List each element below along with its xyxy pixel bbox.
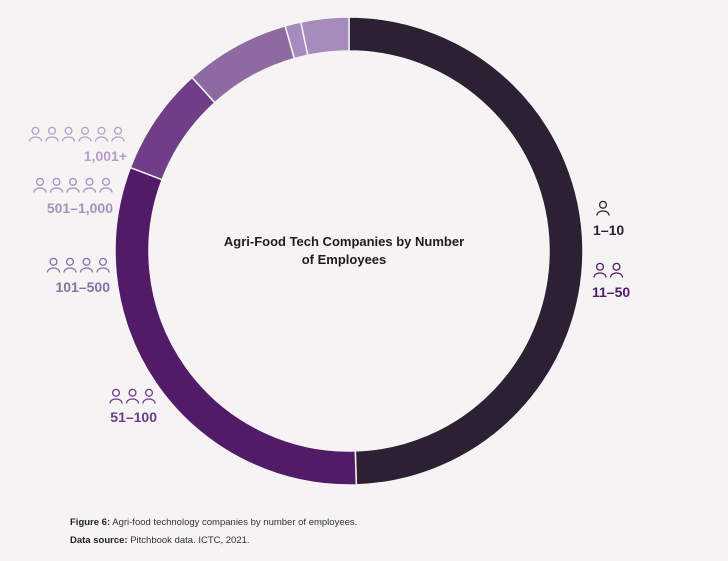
figure-text: Agri-food technology companies by number… <box>112 517 358 528</box>
segment-label-501-1-000: 501–1,000 <box>33 177 113 216</box>
segment-label-text: 101–500 <box>55 279 110 295</box>
people-icon <box>28 126 125 142</box>
people-icon <box>596 200 610 216</box>
segment-labels: 1–10 11–50 51–100 101–500 501–1,000 1,001+ <box>28 126 630 425</box>
segment-label-101-500: 101–500 <box>46 257 110 295</box>
chart-title: Agri-Food Tech Companies by Number of Em… <box>223 234 465 267</box>
segment-label-11-50: 11–50 <box>592 262 630 300</box>
segment-label-text: 1–10 <box>593 222 624 238</box>
source-text: Pitchbook data. ICTC, 2021. <box>130 535 250 546</box>
slice-51-100 <box>129 76 216 181</box>
segment-label-text: 51–100 <box>110 409 157 425</box>
figure-caption: Figure 6: Agri-food technology companies… <box>70 517 357 528</box>
slice-11-50 <box>114 166 358 486</box>
figure-label: Figure 6: <box>70 517 111 528</box>
people-icon <box>46 257 110 273</box>
slice-1-001- <box>299 16 350 57</box>
people-icon <box>109 388 156 404</box>
segment-label-text: 11–50 <box>592 284 630 300</box>
slice-101-500 <box>191 24 296 104</box>
source-label: Data source: <box>70 535 128 546</box>
segment-label-1-10: 1–10 <box>593 200 624 238</box>
segment-label-text: 1,001+ <box>84 148 127 164</box>
slice-1-10 <box>348 16 584 486</box>
segment-label-51-100: 51–100 <box>109 388 157 425</box>
segment-label-text: 501–1,000 <box>47 200 113 216</box>
people-icon <box>33 177 113 193</box>
segment-label-1-001-: 1,001+ <box>28 126 127 164</box>
people-icon <box>593 262 624 278</box>
donut-slices <box>114 16 584 486</box>
data-source: Data source: Pitchbook data. ICTC, 2021. <box>70 535 250 546</box>
